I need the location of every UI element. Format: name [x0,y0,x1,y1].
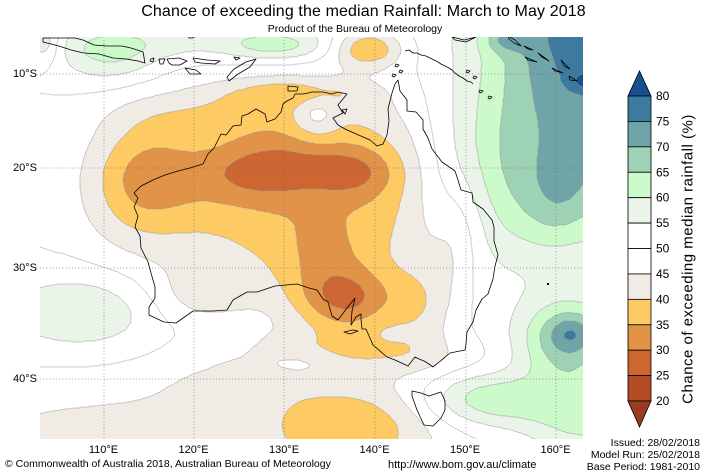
svg-text:70: 70 [656,140,670,154]
svg-text:60: 60 [656,191,670,205]
svg-text:Chance of exceeding median rai: Chance of exceeding median rainfall (%) [680,114,697,404]
svg-text:40: 40 [656,292,670,306]
svg-text:50: 50 [656,242,670,256]
svg-text:30: 30 [656,343,670,357]
svg-text:20: 20 [656,394,670,408]
svg-text:80: 80 [656,89,670,103]
svg-text:45: 45 [656,267,670,281]
svg-text:35: 35 [656,318,670,332]
svg-text:65: 65 [656,165,670,179]
svg-text:25: 25 [656,369,670,383]
svg-text:55: 55 [656,216,670,230]
svg-text:75: 75 [656,114,670,128]
